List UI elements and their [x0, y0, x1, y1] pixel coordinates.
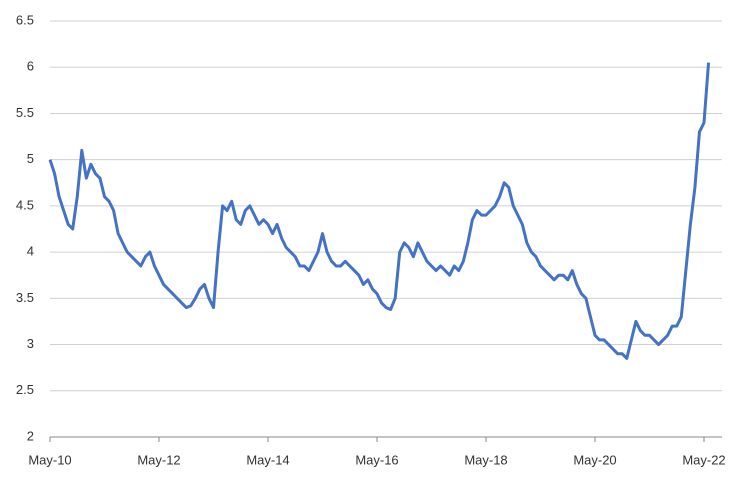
y-tick-label: 2	[27, 428, 34, 443]
y-tick-label: 4	[27, 244, 34, 259]
x-tick-label: May-12	[137, 452, 180, 467]
y-tick-label: 4.5	[16, 197, 34, 212]
x-tick-label: May-18	[464, 452, 507, 467]
y-tick-label: 6.5	[16, 12, 34, 27]
y-tick-label: 6	[27, 59, 34, 74]
x-tick-label: May-14	[246, 452, 289, 467]
y-tick-label: 5	[27, 151, 34, 166]
y-tick-label: 5.5	[16, 105, 34, 120]
x-tick-label: May-22	[682, 452, 725, 467]
y-tick-label: 3	[27, 336, 34, 351]
data-line	[48, 62, 711, 360]
x-tick-label: May-16	[355, 452, 398, 467]
x-tick-label: May-10	[28, 452, 71, 467]
y-tick-label: 2.5	[16, 382, 34, 397]
x-tick-label: May-20	[573, 452, 616, 467]
y-tick-label: 3.5	[16, 290, 34, 305]
